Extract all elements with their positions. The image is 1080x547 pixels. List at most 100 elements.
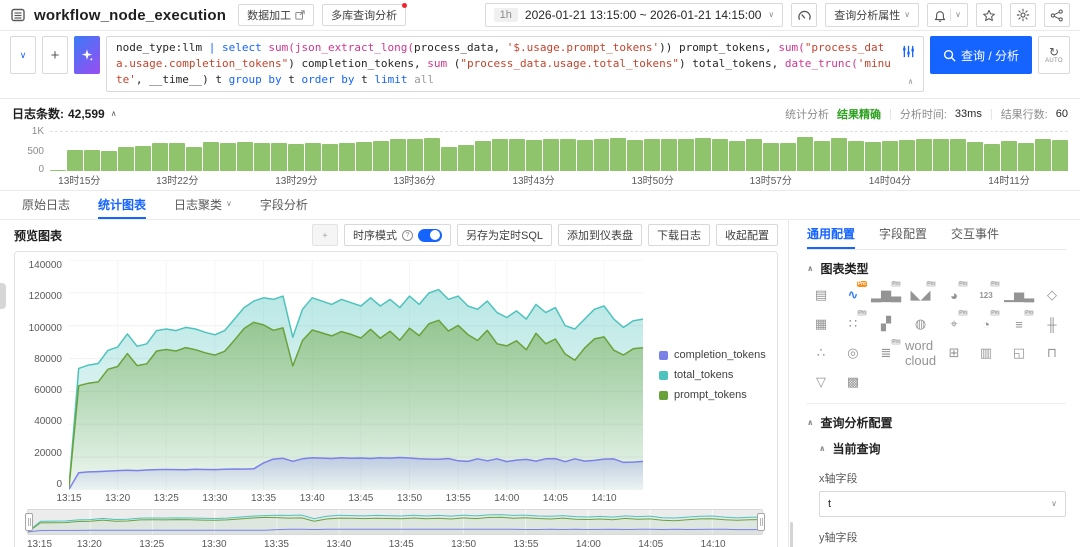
chart-type-progress-list[interactable]: ≣ Pro <box>871 339 901 362</box>
histogram-bar[interactable] <box>355 141 372 171</box>
histogram-bar[interactable] <box>202 142 219 171</box>
histogram-bar[interactable] <box>610 138 627 171</box>
histogram-bar[interactable] <box>270 143 287 171</box>
chart-type-cross-table[interactable]: ▦ <box>807 315 835 333</box>
histogram-bar[interactable] <box>338 143 355 171</box>
histogram-bar[interactable] <box>83 150 100 171</box>
histogram-bar[interactable] <box>423 138 440 171</box>
histogram-bar[interactable] <box>678 139 695 171</box>
histogram-bar[interactable] <box>1018 143 1035 171</box>
section-current-query[interactable]: ∧ 当前查询 <box>807 438 1066 464</box>
histogram-bar[interactable] <box>763 142 780 171</box>
settings-button[interactable] <box>1010 3 1036 27</box>
chart-type-sankey-chart[interactable]: ⊞ <box>940 344 968 362</box>
histogram-bar[interactable] <box>933 139 950 171</box>
histogram-bar[interactable] <box>712 139 729 171</box>
favorite-button[interactable] <box>976 3 1002 27</box>
histogram-bar[interactable] <box>780 143 797 171</box>
histogram-bar[interactable] <box>151 143 168 171</box>
add-query-button[interactable]: + <box>42 36 68 74</box>
chart-type-map-pin-chart[interactable]: ⌖ Pro <box>940 310 969 333</box>
histogram-bar[interactable] <box>253 142 270 171</box>
query-history-button[interactable]: ∨ <box>10 36 36 74</box>
histogram-bar[interactable] <box>661 139 678 171</box>
histogram-bar[interactable] <box>321 144 338 171</box>
histogram-bar[interactable] <box>168 143 185 171</box>
histogram-bar[interactable] <box>406 139 423 171</box>
histogram-bar[interactable] <box>304 143 321 171</box>
histogram-bar[interactable] <box>389 139 406 171</box>
histogram-bar[interactable] <box>1035 139 1052 171</box>
chart-type-single-number[interactable]: 123 Pro <box>972 281 1001 304</box>
section-query-config[interactable]: ∧ 查询分析配置 <box>807 404 1066 438</box>
histogram-bar[interactable] <box>848 141 865 171</box>
histogram-bar[interactable] <box>865 141 882 171</box>
tab-统计图表[interactable]: 统计图表 <box>98 191 147 219</box>
panel-tab-字段配置[interactable]: 字段配置 <box>879 227 928 241</box>
main-chart[interactable] <box>69 260 643 490</box>
histogram-bar[interactable] <box>185 147 202 171</box>
histogram-bar[interactable] <box>797 137 814 171</box>
histogram-bar[interactable] <box>491 139 508 171</box>
chart-action-button[interactable]: 收起配置 <box>716 224 778 246</box>
chart-type-world-map[interactable]: ◍ <box>905 315 936 333</box>
histogram-bar[interactable] <box>508 139 525 171</box>
histogram-bar[interactable] <box>525 139 542 171</box>
chart-type-treemap-chart[interactable]: ◱ <box>1004 344 1034 362</box>
panel-tab-交互事件[interactable]: 交互事件 <box>951 227 1000 241</box>
histogram-bar[interactable] <box>559 139 576 171</box>
chart-type-gauge-chart[interactable]: ◔ Pro <box>972 310 1001 333</box>
chart-type-location-pin[interactable]: ◎ <box>839 344 867 362</box>
chart-type-matrix-table[interactable]: ▩ <box>839 373 867 391</box>
quota-gauge-button[interactable] <box>791 3 818 27</box>
histogram-bar[interactable] <box>967 142 984 171</box>
histogram-bar[interactable] <box>729 140 746 171</box>
histogram-bar[interactable] <box>950 138 967 171</box>
chart-type-candlestick-chart[interactable]: ╫ <box>1038 315 1066 333</box>
collapse-query-icon[interactable]: ∧ <box>908 77 913 86</box>
histogram-bar[interactable] <box>66 150 83 171</box>
brush-handle-right[interactable] <box>757 513 765 531</box>
tab-日志聚类[interactable]: 日志聚类 ∨ <box>174 191 232 219</box>
chart-action-button[interactable]: 另存为定时SQL <box>456 224 552 246</box>
query-input[interactable]: node_type:llm | select sum(json_extract_… <box>106 36 924 92</box>
histogram-bar[interactable] <box>644 139 661 171</box>
chart-type-pie-chart[interactable]: ◕ Pro <box>940 281 969 304</box>
query-settings-sliders-icon[interactable] <box>902 45 915 63</box>
histogram-bar[interactable] <box>984 143 1001 171</box>
legend-item-total_tokens[interactable]: total_tokens <box>659 369 769 381</box>
histogram-bar[interactable] <box>134 146 151 171</box>
brush-handle-left[interactable] <box>25 513 33 531</box>
timeseries-toggle[interactable] <box>417 228 442 242</box>
alerts-button[interactable]: ∨ <box>927 3 968 27</box>
histogram-bar[interactable] <box>50 169 66 171</box>
chart-type-funnel-chart[interactable]: ▽ <box>807 373 835 391</box>
histogram-bar[interactable] <box>1052 139 1069 171</box>
histogram-bar[interactable] <box>695 137 712 171</box>
chart-type-china-map[interactable]: ▞ <box>871 315 901 333</box>
header-action-data-process[interactable]: 数据加工 <box>238 4 315 26</box>
legend-item-prompt_tokens[interactable]: prompt_tokens <box>659 389 769 401</box>
chart-type-histogram-chart[interactable]: ▁▅▂ <box>1004 286 1034 304</box>
histogram-bar[interactable] <box>219 142 236 171</box>
legend-item-completion_tokens[interactable]: completion_tokens <box>659 349 769 361</box>
search-analyze-button[interactable]: 查询 / 分析 <box>929 36 1032 74</box>
histogram-bar[interactable] <box>372 140 389 171</box>
chart-type-word-cloud[interactable]: word cloud <box>905 338 936 368</box>
chart-type-column-chart[interactable]: ▂▆▃ Pro <box>871 281 901 304</box>
histogram-bar[interactable] <box>542 138 559 171</box>
auto-refresh-button[interactable]: ↻ AUTO <box>1038 36 1070 74</box>
tab-原始日志[interactable]: 原始日志 <box>22 191 70 219</box>
chart-type-list-chart[interactable]: ≡ Pro <box>1004 310 1035 333</box>
query-props-button[interactable]: 查询分析属性 ∨ <box>825 3 920 27</box>
time-range-picker[interactable]: 1h 2026-01-21 13:15:00 ~ 2026-01-21 14:1… <box>484 3 784 27</box>
chart-action-button[interactable]: 添加到仪表盘 <box>558 224 642 246</box>
chart-type-bar-compare[interactable]: ▥ <box>972 344 1000 362</box>
share-button[interactable] <box>1044 3 1070 27</box>
tab-字段分析[interactable]: 字段分析 <box>260 191 308 219</box>
copilot-button[interactable] <box>74 36 100 74</box>
histogram-bar[interactable] <box>287 144 304 171</box>
histogram-bar[interactable] <box>474 140 491 171</box>
histogram-bar[interactable] <box>100 150 117 171</box>
timeseries-mode-toggle-group[interactable]: 时序模式 ? <box>343 224 451 246</box>
